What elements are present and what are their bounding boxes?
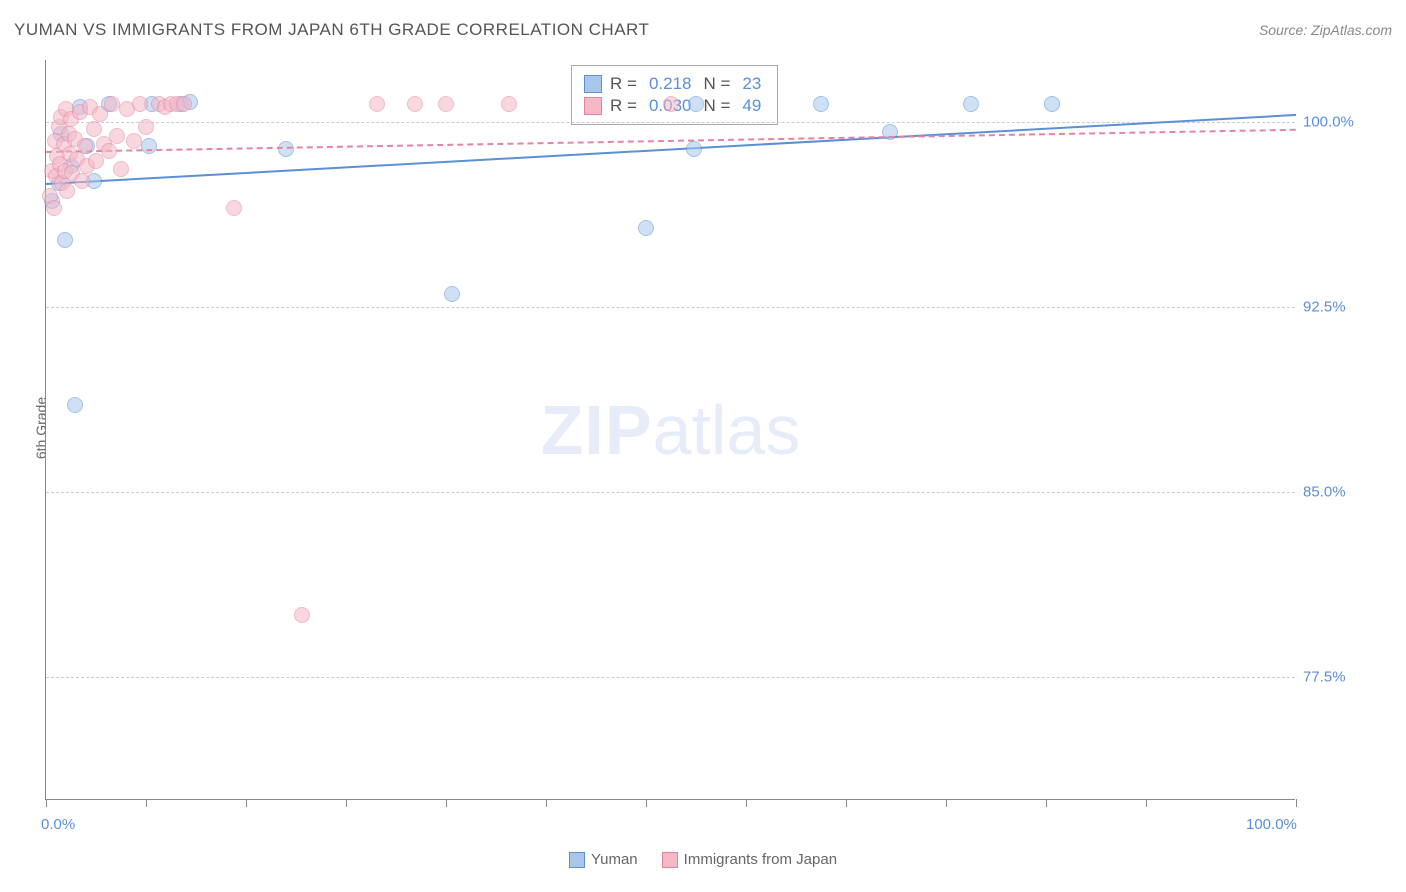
data-point: [686, 141, 702, 157]
x-tick: [946, 799, 947, 807]
y-tick-label: 92.5%: [1303, 298, 1393, 315]
data-point: [57, 232, 73, 248]
data-point: [1044, 96, 1060, 112]
data-point: [101, 143, 117, 159]
data-point: [813, 96, 829, 112]
data-point: [109, 128, 125, 144]
stats-swatch: [584, 97, 602, 115]
title-bar: YUMAN VS IMMIGRANTS FROM JAPAN 6TH GRADE…: [14, 20, 1392, 40]
data-point: [688, 96, 704, 112]
data-point: [369, 96, 385, 112]
x-tick: [746, 799, 747, 807]
data-point: [444, 286, 460, 302]
source-label: Source: ZipAtlas.com: [1259, 22, 1392, 38]
y-tick-label: 85.0%: [1303, 483, 1393, 500]
data-point: [963, 96, 979, 112]
x-tick: [46, 799, 47, 807]
legend-label: Immigrants from Japan: [684, 851, 837, 868]
data-point: [438, 96, 454, 112]
x-tick: [846, 799, 847, 807]
data-point: [176, 96, 192, 112]
plot-area: ZIPatlas R =0.218 N =23R =0.030 N =49 77…: [45, 60, 1295, 800]
data-point: [294, 607, 310, 623]
gridline: [46, 122, 1295, 123]
x-tick: [646, 799, 647, 807]
data-point: [74, 173, 90, 189]
stats-box: R =0.218 N =23R =0.030 N =49: [571, 65, 778, 125]
x-tick: [1296, 799, 1297, 807]
data-point: [663, 96, 679, 112]
x-tick-label: 100.0%: [1246, 816, 1297, 833]
legend-label: Yuman: [591, 851, 638, 868]
x-tick: [246, 799, 247, 807]
x-tick: [346, 799, 347, 807]
legend-swatch: [569, 852, 585, 868]
n-value: 23: [742, 74, 761, 94]
data-point: [132, 96, 148, 112]
stats-row: R =0.218 N =23: [584, 74, 765, 94]
n-value: 49: [742, 96, 761, 116]
y-tick-label: 77.5%: [1303, 668, 1393, 685]
x-tick: [1046, 799, 1047, 807]
data-point: [67, 397, 83, 413]
data-point: [104, 96, 120, 112]
stats-swatch: [584, 75, 602, 93]
data-point: [138, 119, 154, 135]
data-point: [126, 133, 142, 149]
data-point: [638, 220, 654, 236]
legend-swatch: [662, 852, 678, 868]
watermark: ZIPatlas: [541, 390, 801, 470]
data-point: [77, 138, 93, 154]
data-point: [501, 96, 517, 112]
gridline: [46, 307, 1295, 308]
legend-item: Immigrants from Japan: [662, 851, 837, 868]
chart-title: YUMAN VS IMMIGRANTS FROM JAPAN 6TH GRADE…: [14, 20, 649, 40]
data-point: [46, 200, 62, 216]
r-value: 0.218: [649, 74, 692, 94]
data-point: [407, 96, 423, 112]
data-point: [113, 161, 129, 177]
data-point: [59, 183, 75, 199]
x-tick: [146, 799, 147, 807]
gridline: [46, 677, 1295, 678]
data-point: [141, 138, 157, 154]
x-tick: [546, 799, 547, 807]
x-tick: [446, 799, 447, 807]
y-tick-label: 100.0%: [1303, 113, 1393, 130]
gridline: [46, 492, 1295, 493]
legend-item: Yuman: [569, 851, 638, 868]
bottom-legend: Yuman Immigrants from Japan: [0, 851, 1406, 868]
x-tick: [1146, 799, 1147, 807]
data-point: [86, 121, 102, 137]
data-point: [226, 200, 242, 216]
x-tick-label: 0.0%: [41, 816, 75, 833]
